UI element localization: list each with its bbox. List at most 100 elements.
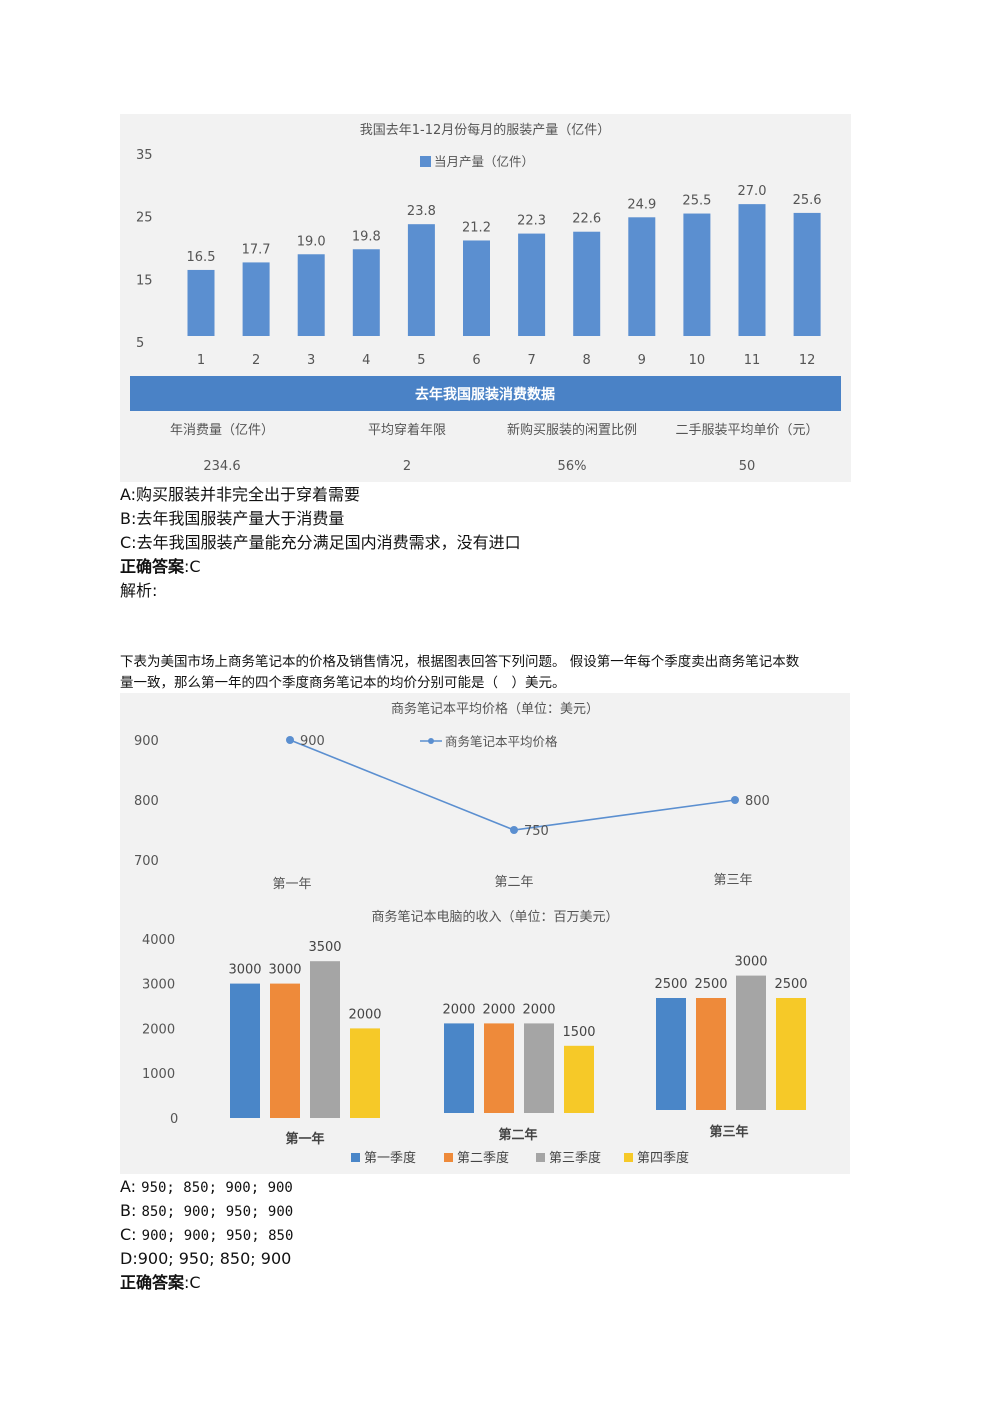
answer-line: 正确答案:C: [120, 555, 201, 579]
data-label: 750: [524, 824, 549, 839]
bar: [407, 224, 435, 336]
y-tick-label: 25: [136, 211, 153, 226]
data-label: 23.8: [407, 204, 436, 219]
line-chart-title: 商务笔记本平均价格（单位：美元）: [391, 701, 599, 717]
legend-label: 第三季度: [549, 1150, 601, 1166]
data-label: 24.9: [627, 197, 656, 212]
bar: [270, 983, 300, 1118]
x-tick-label: 第一年: [285, 1131, 324, 1147]
x-tick-label: 2: [252, 353, 260, 368]
data-label: 17.7: [242, 242, 271, 257]
answer-label: 正确答案: [120, 557, 185, 576]
bar: [628, 217, 656, 336]
bar-chart-title: 商务笔记本电脑的收入（单位：百万美元）: [371, 909, 618, 925]
table-header: 平均穿着年限: [368, 422, 446, 438]
option-a: A:购买服装并非完全出于穿着需要: [120, 485, 361, 504]
option-text: 950; 850; 900; 900: [141, 1180, 293, 1196]
legend-label: 第一季度: [364, 1150, 416, 1166]
option-text: 900; 900; 950; 850: [141, 1228, 294, 1244]
data-label: 3000: [228, 963, 261, 978]
data-label: 2500: [694, 977, 727, 992]
table-value: 234.6: [203, 459, 240, 474]
bar: [738, 204, 766, 336]
legend-label: 第二季度: [457, 1150, 509, 1166]
line-legend-marker: [428, 738, 434, 744]
legend-swatch: [444, 1153, 453, 1162]
y-tick-label: 0: [170, 1112, 178, 1127]
legend-label: 当月产量（亿件）: [434, 154, 534, 169]
option-prefix: A:: [120, 1177, 142, 1196]
notebook-charts: 商务笔记本平均价格（单位：美元） 商务笔记本平均价格 900 800 700 900…: [134, 701, 808, 1166]
line-legend-label: 商务笔记本平均价格: [445, 734, 558, 749]
bar: [573, 231, 601, 336]
bar: [793, 212, 821, 336]
table-value: 2: [403, 459, 411, 474]
y-tick-label: 3000: [142, 978, 175, 993]
legend-label: 第四季度: [637, 1150, 689, 1166]
question-text-line-2: 量一致，那么第一年的四个季度商务笔记本的均价分别可能是（ ）美元。: [120, 675, 566, 691]
bar: [242, 262, 270, 336]
legend-swatch: [351, 1153, 360, 1162]
data-label: 27.0: [738, 184, 767, 199]
table-header: 新购买服装的闲置比例: [507, 422, 637, 438]
data-point: [286, 736, 294, 744]
bar: [696, 998, 726, 1110]
bar: [564, 1045, 594, 1113]
y-tick-label: 2000: [142, 1022, 175, 1037]
x-tick-label: 1: [197, 353, 205, 368]
table-title: 去年我国服装消费数据: [415, 386, 555, 403]
bar: [187, 269, 215, 336]
data-label: 900: [300, 734, 325, 749]
y-tick-label: 800: [134, 794, 159, 809]
x-tick-label: 11: [744, 353, 761, 368]
bar: [524, 1023, 554, 1113]
bar: [230, 983, 260, 1118]
data-label: 1500: [562, 1025, 595, 1040]
x-tick-label: 第一年: [272, 877, 311, 892]
bar: [350, 1028, 380, 1118]
data-label: 800: [745, 794, 770, 809]
data-point: [510, 826, 518, 834]
answer-value: :C: [184, 557, 201, 576]
data-label: 2500: [774, 977, 807, 992]
data-label: 3500: [308, 940, 341, 955]
y-tick-label: 1000: [142, 1067, 175, 1082]
bar: [310, 961, 340, 1118]
bar: [297, 254, 325, 336]
bar: [656, 998, 686, 1110]
figure-monthly-clothing-output: 我国去年1-12月份每月的服装产量（亿件） 当月产量（亿件） 35 25 15 5 1…: [120, 114, 851, 482]
q2-option-d: D:900; 950; 850; 900: [120, 1249, 292, 1268]
data-label: 3000: [734, 955, 767, 970]
bar: [444, 1023, 474, 1113]
x-tick-label: 第三年: [713, 873, 752, 888]
table-header: 年消费量（亿件）: [170, 423, 274, 438]
x-tick-label: 6: [472, 353, 480, 368]
x-tick-label: 5: [417, 353, 425, 368]
x-tick-label: 8: [583, 353, 591, 368]
data-label: 2000: [348, 1007, 381, 1022]
legend-swatch: [624, 1153, 633, 1162]
data-label: 3000: [268, 963, 301, 978]
bar: [518, 233, 546, 336]
y-tick-label: 5: [136, 336, 144, 351]
table-value: 50: [739, 459, 756, 474]
x-tick-label: 7: [527, 353, 535, 368]
x-tick-label: 第二年: [494, 875, 533, 890]
y-tick-label: 900: [134, 734, 159, 749]
data-label: 2000: [522, 1002, 555, 1017]
q2-option-a: A: 950; 850; 900; 900: [120, 1175, 293, 1200]
series-line: [289, 739, 736, 831]
legend-swatch: [536, 1153, 545, 1162]
x-tick-label: 3: [307, 353, 315, 368]
data-label: 16.5: [187, 250, 216, 265]
x-tick-label: 第三年: [709, 1124, 748, 1140]
data-label: 19.0: [297, 234, 326, 249]
bar: [776, 998, 806, 1110]
figure-notebook-price-revenue: 商务笔记本平均价格（单位：美元） 商务笔记本平均价格 900 800 700 900…: [120, 693, 850, 1174]
q2-option-b: B: 850; 900; 950; 900: [120, 1199, 293, 1224]
q2-answer-line: 正确答案:C: [120, 1271, 201, 1295]
analysis-label: 解析:: [120, 581, 158, 600]
y-tick-label: 4000: [142, 933, 175, 948]
